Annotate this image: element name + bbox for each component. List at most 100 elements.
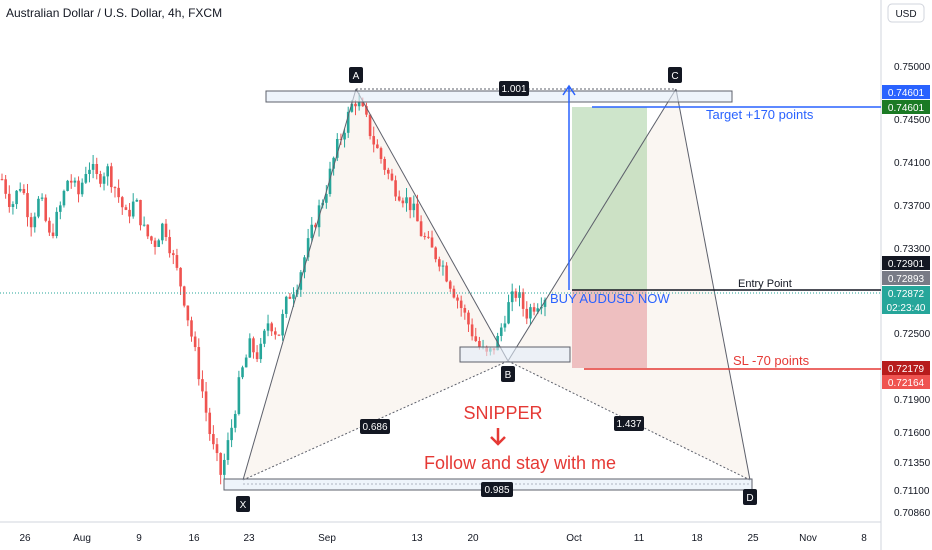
time-axis[interactable]: 26 Aug 9 16 23 Sep 13 20 Oct 11 18 25 Nov 8: [19, 533, 867, 544]
candle-body: [376, 144, 379, 149]
candle-body: [18, 188, 22, 191]
candle-body: [120, 197, 124, 208]
svg-text:C: C: [671, 71, 678, 82]
candle-body: [467, 312, 470, 325]
candle-body: [193, 336, 197, 348]
candle-body: [379, 148, 383, 159]
candle-body: [386, 169, 390, 174]
point-label-c: C: [668, 67, 682, 83]
price-tick-label: 0.71900: [894, 395, 931, 406]
candle-body: [215, 444, 219, 454]
time-tick-label: 26: [19, 533, 31, 544]
candle-body: [277, 334, 281, 336]
candle-body: [507, 302, 510, 324]
price-tick-label: 0.71100: [894, 486, 930, 497]
candle-body: [51, 232, 55, 237]
time-tick-label: Sep: [318, 533, 336, 544]
chart-title: Australian Dollar / U.S. Dollar, 4h, FXC…: [6, 6, 222, 20]
price-tick-label: 0.71350: [894, 458, 931, 469]
zone-b[interactable]: [459, 346, 571, 363]
candle-body: [354, 103, 357, 107]
candle-body: [201, 379, 204, 392]
time-tick-label: 20: [467, 533, 479, 544]
candle-body: [0, 179, 4, 181]
candle-body: [69, 180, 73, 183]
time-tick-label: 13: [411, 533, 423, 544]
candle-body: [48, 220, 51, 233]
candle-body: [161, 223, 164, 241]
candle-body: [361, 101, 365, 107]
price-tag: 0.72164: [882, 375, 930, 389]
ratio-label-left: 0.686: [360, 419, 390, 434]
candle-body: [44, 197, 48, 221]
candle-body: [350, 103, 354, 112]
svg-text:X: X: [240, 500, 247, 511]
candle-body: [4, 179, 7, 194]
time-tick-label: Oct: [566, 533, 582, 544]
down-arrow-icon: [490, 428, 506, 446]
profit-zone: [572, 107, 647, 290]
svg-text:0.74601: 0.74601: [888, 103, 925, 114]
svg-text:D: D: [746, 493, 753, 504]
point-label-a: A: [349, 67, 363, 83]
currency-button[interactable]: USD: [887, 3, 925, 23]
price-tag: 0.72893: [882, 271, 930, 285]
candle-body: [259, 343, 263, 360]
price-tags: 0.74601 0.74601 0.72901 0.72893 0.72872 02:23…: [882, 85, 930, 389]
candle-body: [106, 166, 109, 177]
candle-body: [135, 199, 139, 202]
candle-body: [139, 199, 142, 226]
candle-body: [529, 307, 532, 319]
candle-body: [408, 197, 412, 211]
candle-body: [401, 200, 405, 204]
time-tick-label: 23: [243, 533, 255, 544]
candle-body: [171, 253, 175, 256]
price-tag: 0.74601: [882, 100, 930, 114]
snipper-text: SNIPPER: [463, 403, 542, 423]
price-tag: 02:23:40: [882, 300, 930, 314]
candle-body: [197, 347, 201, 380]
candle-body: [372, 136, 376, 145]
candle-body: [427, 236, 430, 238]
candle-body: [306, 238, 310, 258]
candle-body: [164, 223, 168, 238]
price-tick-label: 0.74500: [894, 115, 931, 126]
candle-body: [416, 203, 419, 222]
candle-body: [91, 163, 95, 170]
candle-body: [270, 323, 273, 332]
candle-body: [117, 187, 120, 198]
candle-body: [434, 247, 437, 260]
candle-body: [208, 412, 212, 435]
candle-body: [397, 196, 401, 201]
time-tick-label: 18: [691, 533, 703, 544]
candle-body: [186, 305, 190, 321]
candle-body: [470, 324, 474, 337]
follow-text: Follow and stay with me: [424, 453, 616, 473]
candle-body: [168, 237, 171, 254]
candle-body: [357, 101, 361, 107]
price-tick-label: 0.70860: [894, 508, 931, 519]
currency-label: USD: [895, 9, 916, 20]
time-tick-label: 11: [634, 533, 645, 544]
candle-body: [412, 203, 416, 211]
time-tick-label: Nov: [799, 533, 817, 544]
candle-body: [26, 193, 29, 218]
point-label-b: B: [501, 366, 515, 382]
svg-text:0.72164: 0.72164: [888, 378, 925, 389]
candle-body: [463, 308, 467, 313]
svg-text:0.72901: 0.72901: [888, 259, 925, 270]
price-axis[interactable]: 0.75000 0.74500 0.74100 0.73700 0.73300 0.725…: [894, 62, 931, 519]
candle-body: [325, 193, 328, 203]
candle-body: [124, 207, 128, 210]
candle-body: [77, 180, 80, 195]
candle-body: [441, 265, 445, 267]
candle-body: [274, 331, 277, 335]
candle-body: [113, 187, 117, 189]
candle-body: [230, 427, 233, 441]
svg-text:0.74601: 0.74601: [888, 88, 925, 99]
candle-body: [99, 173, 102, 184]
ratio-label-bottom: 0.985: [481, 482, 513, 497]
candle-body: [266, 323, 270, 331]
candle-body: [525, 308, 529, 319]
